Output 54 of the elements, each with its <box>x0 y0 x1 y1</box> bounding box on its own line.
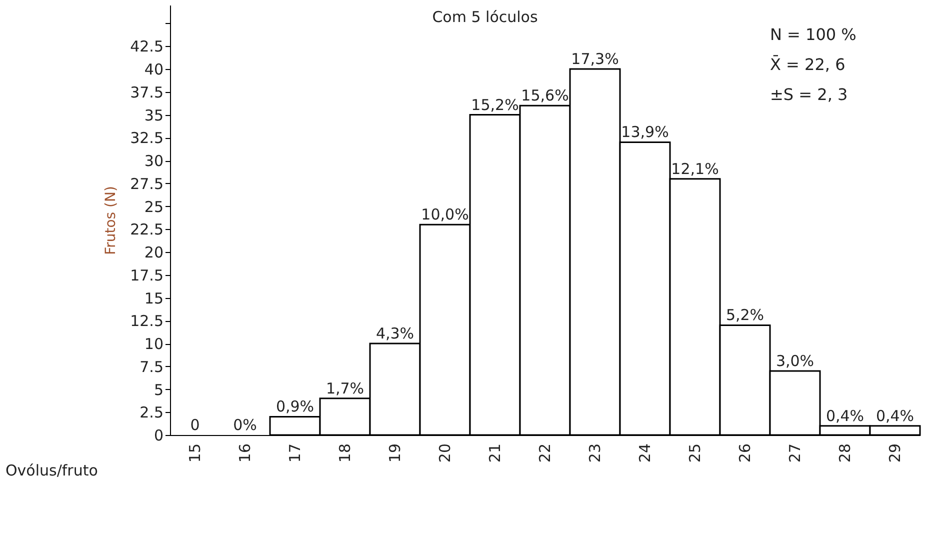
x-tick-label: 26 <box>736 444 754 463</box>
x-tick-label: 29 <box>886 444 904 463</box>
x-tick-label: 27 <box>786 444 804 463</box>
y-tick-label: 32.5 <box>130 129 164 148</box>
y-tick-label: 17.5 <box>130 266 164 284</box>
x-axis-title: Ovólus/fruto <box>6 462 98 480</box>
annotation: N = 100 % <box>770 25 856 44</box>
annotation: ±S = 2, 3 <box>770 85 848 104</box>
annotation: 0,4% <box>826 406 864 425</box>
y-tick-label: 0 <box>154 426 164 444</box>
x-tick-label: 22 <box>536 444 554 463</box>
annotation: 13,9% <box>621 123 669 142</box>
y-tick-label: 12.5 <box>130 312 164 330</box>
annotation: 3,0% <box>776 352 814 370</box>
y-tick-label: 5 <box>154 380 164 399</box>
annotation: X̄ = 22, 6 <box>770 55 846 74</box>
annotation: 12,1% <box>671 160 719 178</box>
x-tick-label: 28 <box>836 444 854 463</box>
y-tick-label: 20 <box>144 244 164 262</box>
annotation: 10,0% <box>421 206 469 224</box>
annotation: 17,3% <box>571 50 619 68</box>
y-tick-label: 7.5 <box>140 358 164 376</box>
x-tick-label: 23 <box>586 444 604 463</box>
x-tick-label: 15 <box>186 444 204 463</box>
y-tick-label: 27.5 <box>130 174 164 193</box>
annotation: 15,6% <box>521 86 569 105</box>
annotation: 1,7% <box>326 379 364 398</box>
annotation: 0,4% <box>876 406 914 425</box>
annotation: 0% <box>233 416 257 434</box>
x-tick-label: 21 <box>486 444 504 463</box>
y-tick-label: 42.5 <box>130 38 164 56</box>
annotation: 0,9% <box>276 398 314 416</box>
x-tick-label: 24 <box>636 444 654 463</box>
x-tick-label: 25 <box>686 444 704 463</box>
y-tick-label: 30 <box>144 152 164 170</box>
y-tick-label: 10 <box>144 335 164 354</box>
chart-title: Com 5 lóculos <box>432 8 538 26</box>
y-tick-label: 35 <box>144 106 164 124</box>
y-tick-label: 15 <box>144 289 164 308</box>
y-tick-label: 2.5 <box>140 404 164 422</box>
annotation: 15,2% <box>471 96 519 114</box>
y-tick-label: 22.5 <box>130 220 164 239</box>
y-axis-title: Frutos (N) <box>103 186 120 255</box>
annotation: 4,3% <box>376 324 414 343</box>
y-tick-label: 40 <box>144 60 164 79</box>
y-tick-label: 25 <box>144 198 164 216</box>
x-tick-label: 20 <box>436 444 454 463</box>
annotation: 0 <box>190 416 200 434</box>
y-tick-label: 37.5 <box>130 83 164 102</box>
x-tick-label: 17 <box>286 444 304 463</box>
x-tick-label: 18 <box>336 444 354 463</box>
annotation: 5,2% <box>726 306 764 324</box>
x-tick-label: 19 <box>386 444 404 463</box>
x-tick-label: 16 <box>236 444 254 463</box>
